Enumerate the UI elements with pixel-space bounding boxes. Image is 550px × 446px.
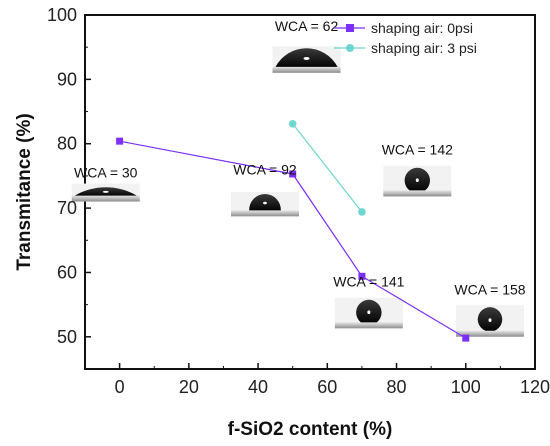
droplet-substrate [456,330,524,337]
series-line-1 [292,123,363,213]
x-tick-label-4: 80 [387,377,407,397]
wca-label-4: WCA = 141 [333,273,404,289]
droplet-substrate [231,210,299,217]
droplet-highlight [367,310,371,315]
y-tick-label-3: 80 [57,134,77,154]
x-tick-label-0: 0 [115,377,125,397]
y-tick-label-4: 90 [57,69,77,89]
data-point-0-1 [289,170,297,178]
droplet-highlight [303,56,310,60]
droplet-substrate [272,66,341,73]
x-tick-label-1: 20 [179,377,199,397]
data-point-1-0 [288,119,297,128]
droplet-substrate [334,322,403,329]
droplet-image-1 [272,46,341,73]
x-tick-label-2: 40 [248,377,268,397]
legend-label-1: shaping air: 3 psi [371,40,477,56]
y-tick-label-5: 100 [47,5,77,25]
y-tick-label-2: 70 [57,198,77,218]
droplet-image-0 [71,183,140,202]
data-point-1-1 [358,208,366,216]
wca-label-1: WCA = 62 [275,18,339,34]
wca-label-5: WCA = 158 [454,282,525,298]
ticks-layer: 0 20 40 60 80 100 120 50 60 70 80 90 100 [47,5,550,397]
wca-label-2: WCA = 92 [233,161,297,177]
series-layer [116,119,470,342]
droplet-highlight [263,201,267,205]
legend-item-1: shaping air: 3 psi [334,40,477,56]
legend-marker-0 [346,24,354,32]
legend: shaping air: 0psi shaping air: 3 psi [334,20,477,56]
x-tick-label-3: 60 [317,377,337,397]
droplet-substrate [71,195,140,202]
legend-marker-1 [346,44,354,52]
y-tick-label-1: 60 [57,262,77,282]
droplet-image-2 [231,191,299,217]
data-point-0-2 [358,272,366,280]
droplet-image-5 [456,305,524,337]
droplet-substrate [383,190,452,197]
x-tick-label-6: 120 [520,377,550,397]
series-line-0 [119,140,467,339]
data-point-0-0 [116,137,124,145]
droplet-highlight [102,190,109,193]
droplet-highlight [488,318,492,323]
legend-label-0: shaping air: 0psi [371,20,473,36]
wca-label-3: WCA = 142 [382,141,453,157]
wca-label-0: WCA = 30 [74,165,138,181]
droplet-highlight [415,178,419,183]
annotation-layer: WCA = 30 WCA = 62 WCA = 92 WCA = 142 WCA = 1… [74,18,526,298]
droplet-images [71,46,524,337]
x-axis-title: f-SiO2 content (%) [228,419,393,440]
y-tick-label-0: 50 [57,327,77,347]
droplet-image-3 [383,165,452,197]
x-tick-label-5: 100 [451,377,481,397]
data-point-0-3 [462,334,470,342]
y-axis-title: Transmitance (%) [14,113,35,270]
legend-item-0: shaping air: 0psi [334,20,473,36]
droplet-image-4 [334,297,403,329]
